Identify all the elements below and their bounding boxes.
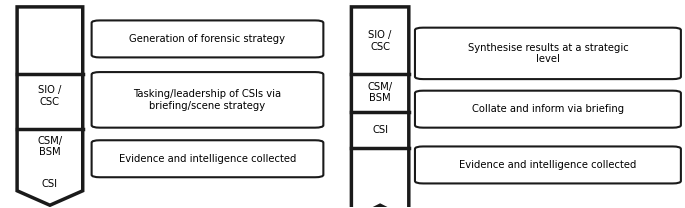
FancyBboxPatch shape — [415, 28, 681, 79]
Text: Evidence and intelligence collected: Evidence and intelligence collected — [119, 154, 296, 164]
Text: CSM/
BSM: CSM/ BSM — [38, 136, 62, 157]
FancyBboxPatch shape — [415, 146, 681, 183]
Text: Generation of forensic strategy: Generation of forensic strategy — [129, 34, 286, 44]
Polygon shape — [351, 7, 409, 208]
Text: SIO /
CSC: SIO / CSC — [38, 85, 62, 106]
FancyBboxPatch shape — [92, 140, 323, 177]
FancyBboxPatch shape — [92, 72, 323, 128]
Text: CSI: CSI — [42, 178, 58, 188]
FancyBboxPatch shape — [92, 20, 323, 57]
Text: Synthesise results at a strategic
level: Synthesise results at a strategic level — [468, 43, 628, 64]
Text: Tasking/leadership of CSIs via
briefing/scene strategy: Tasking/leadership of CSIs via briefing/… — [134, 89, 282, 111]
Polygon shape — [17, 7, 83, 205]
Text: SIO /
CSC: SIO / CSC — [369, 30, 392, 52]
Text: CSI: CSI — [372, 125, 388, 135]
FancyBboxPatch shape — [415, 91, 681, 128]
Text: CSM/
BSM: CSM/ BSM — [368, 82, 393, 103]
Text: Collate and inform via briefing: Collate and inform via briefing — [472, 104, 624, 114]
Text: Evidence and intelligence collected: Evidence and intelligence collected — [459, 160, 636, 170]
